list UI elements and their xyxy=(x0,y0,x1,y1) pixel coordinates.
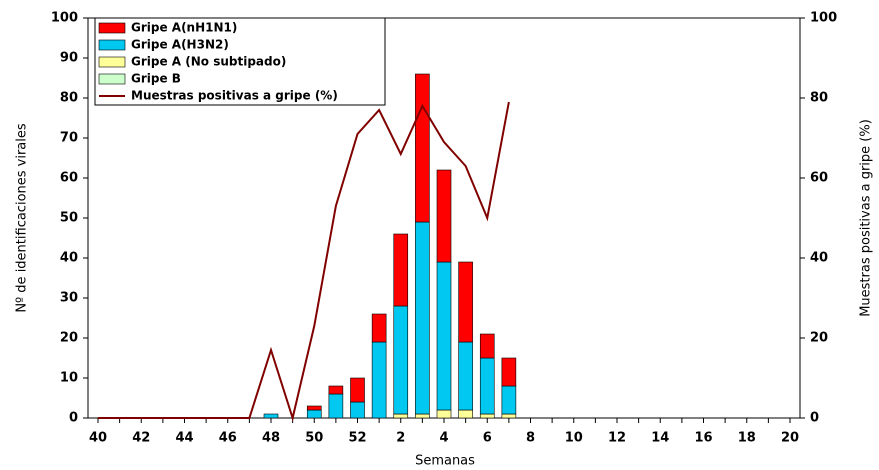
bar xyxy=(263,413,279,419)
x-tick-label: 6 xyxy=(483,431,492,446)
x-tick-label: 16 xyxy=(694,431,712,446)
bar xyxy=(393,413,409,419)
legend-label: Gripe A (No subtipado) xyxy=(131,55,286,69)
y-tick-label: 60 xyxy=(60,171,78,186)
y-axis-label: Nº de identificaciones virales xyxy=(15,123,30,313)
bar xyxy=(436,261,452,411)
x-tick-label: 20 xyxy=(781,431,799,446)
line-series xyxy=(98,101,510,422)
y2-tick-label: 80 xyxy=(810,91,828,106)
y-tick-label: 50 xyxy=(60,211,78,226)
x-tick-label: 50 xyxy=(305,431,323,446)
y-tick-label: 20 xyxy=(60,331,78,346)
y-tick-label: 0 xyxy=(69,411,78,426)
y2-tick-label: 60 xyxy=(810,171,828,186)
x-tick-label: 8 xyxy=(526,431,535,446)
bar xyxy=(479,357,495,415)
legend-box xyxy=(94,17,386,106)
y2-axis-label: Muestras positivas a gripe (%) xyxy=(859,119,874,317)
bar xyxy=(458,261,473,343)
y-tick-label: 70 xyxy=(60,131,78,146)
bar xyxy=(458,409,473,419)
bar xyxy=(436,169,452,263)
bar xyxy=(501,385,517,415)
x-tick-label: 48 xyxy=(262,431,280,446)
bar xyxy=(328,385,344,395)
bar xyxy=(415,221,430,415)
bar xyxy=(479,333,495,359)
x-tick-label: 4 xyxy=(439,431,448,446)
bar xyxy=(415,413,430,419)
bar xyxy=(436,409,452,419)
legend-swatch xyxy=(98,56,126,68)
y2-tick-label: 40 xyxy=(810,251,828,266)
x-tick-label: 40 xyxy=(89,431,107,446)
bar xyxy=(306,405,322,411)
legend-swatch xyxy=(98,22,126,34)
y2-tick-label: 20 xyxy=(810,331,828,346)
bar xyxy=(306,409,322,419)
legend-swatch xyxy=(98,73,126,85)
bar xyxy=(371,341,387,419)
bar xyxy=(393,305,409,415)
bar xyxy=(328,393,344,419)
y2-tick-label: 0 xyxy=(810,411,819,426)
legend-label: Gripe B xyxy=(131,72,181,86)
bar xyxy=(350,401,365,419)
legend-label: Gripe A(nH1N1) xyxy=(131,21,237,35)
y-tick-label: 80 xyxy=(60,91,78,106)
bar xyxy=(415,73,430,223)
x-axis-label: Semanas xyxy=(415,454,475,469)
bar xyxy=(501,357,517,387)
y-tick-label: 40 xyxy=(60,251,78,266)
bar xyxy=(393,233,409,307)
x-tick-label: 14 xyxy=(651,431,669,446)
bar xyxy=(350,377,365,403)
legend-label: Muestras positivas a gripe (%) xyxy=(131,89,338,103)
bar xyxy=(371,313,387,343)
bar xyxy=(458,341,473,411)
x-tick-label: 46 xyxy=(219,431,237,446)
x-tick-label: 2 xyxy=(396,431,405,446)
y-tick-label: 90 xyxy=(60,51,78,66)
bar xyxy=(501,413,517,419)
y2-tick-label: 100 xyxy=(810,11,837,26)
x-tick-label: 12 xyxy=(608,431,626,446)
legend-label: Gripe A(H3N2) xyxy=(131,38,229,52)
x-tick-label: 52 xyxy=(348,431,366,446)
x-tick-label: 18 xyxy=(738,431,756,446)
x-tick-label: 44 xyxy=(175,431,193,446)
y-tick-label: 30 xyxy=(60,291,78,306)
legend-swatch xyxy=(98,39,126,51)
x-tick-label: 42 xyxy=(132,431,150,446)
bar xyxy=(479,413,495,419)
x-tick-label: 10 xyxy=(565,431,583,446)
y-tick-label: 10 xyxy=(60,371,78,386)
y-tick-label: 100 xyxy=(51,11,78,26)
